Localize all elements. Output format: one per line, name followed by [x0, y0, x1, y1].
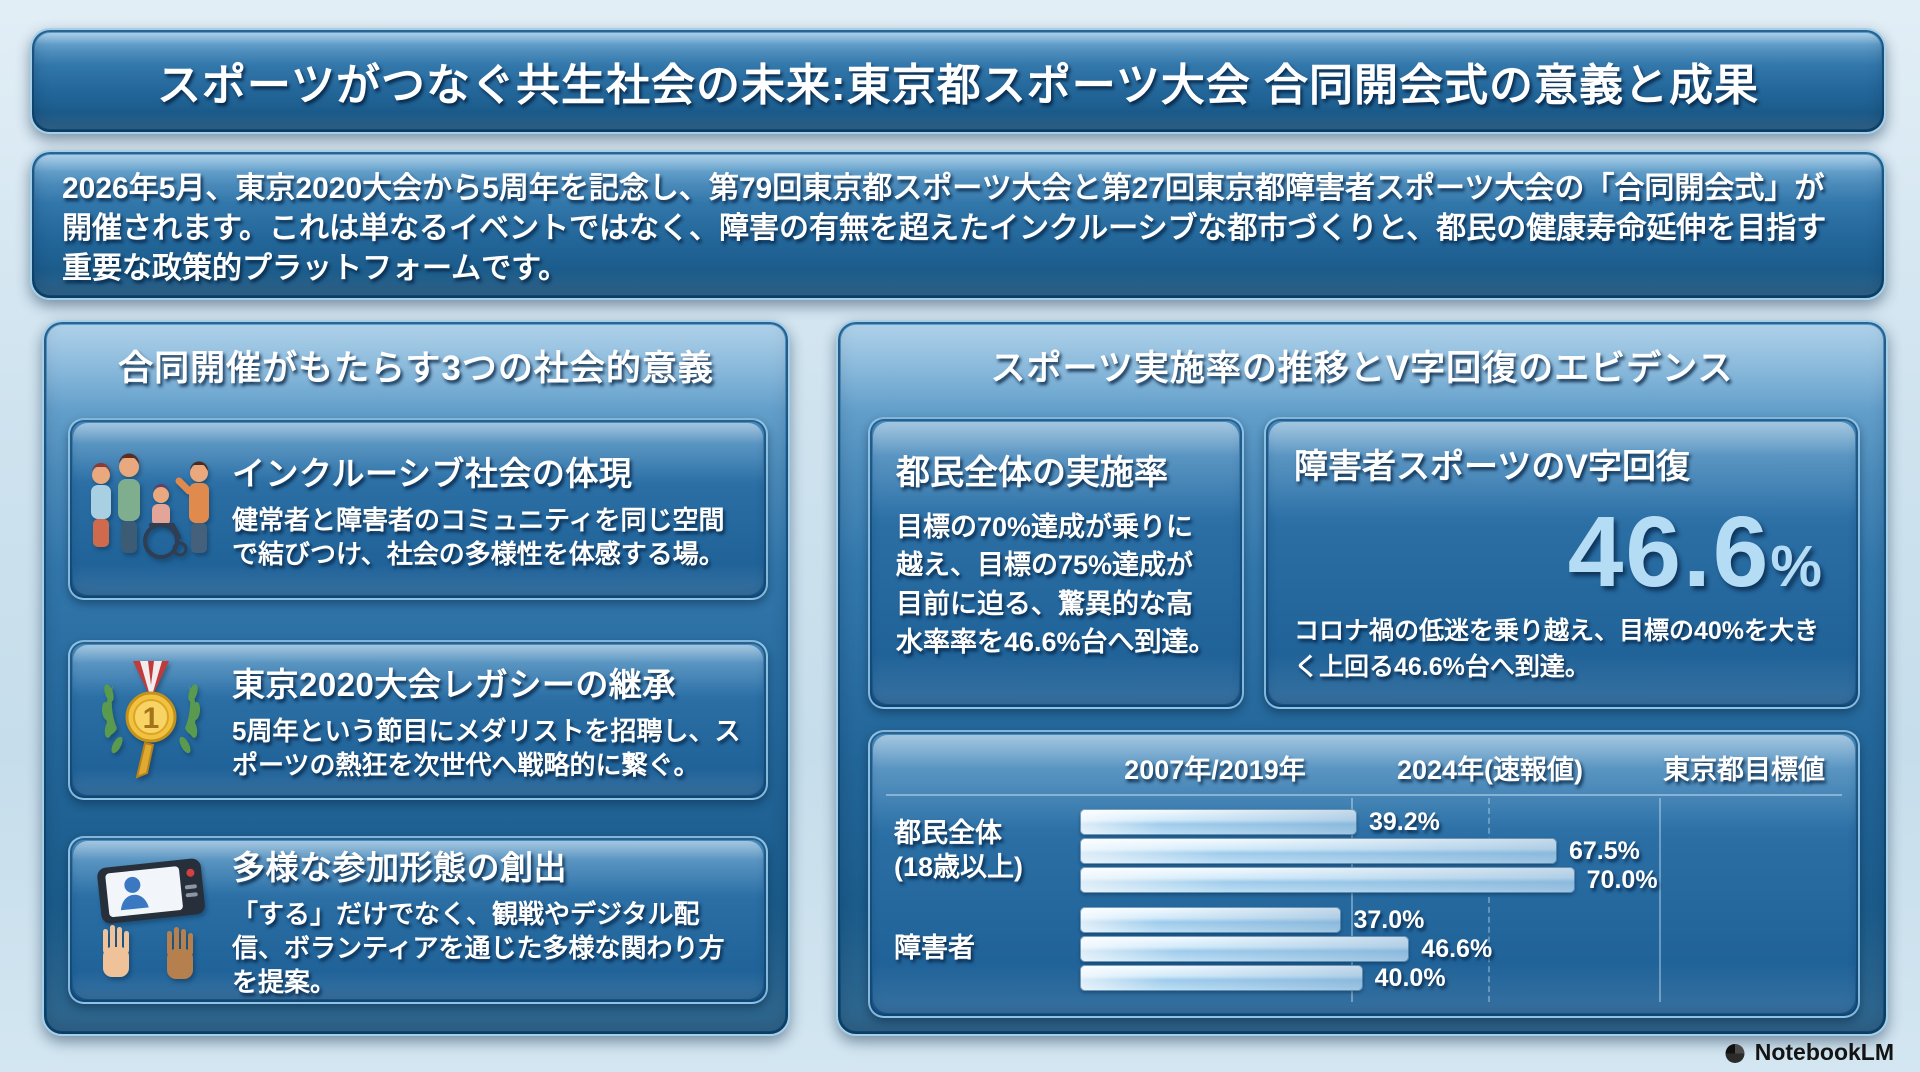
inclusive-people-illustration	[70, 449, 232, 569]
bar-line: 67.5%	[1080, 837, 1640, 865]
chart-row-label: 障害者	[894, 933, 975, 964]
chart-column-headers: 2007年/2019年 2024年(速報値) 東京都目標値	[870, 748, 1858, 787]
chart-vertical-divider-dashed	[1488, 798, 1490, 1002]
medal-icon: 1	[101, 661, 201, 779]
phone-hands-illustration	[70, 855, 232, 985]
stat-card-body: 目標の70%達成が乗りに越え、目標の75%達成が目前に迫る、驚異的な高水率率を4…	[896, 512, 1216, 657]
bar-value-label: 39.2%	[1369, 807, 1440, 836]
card-participation: 多様な参加形態の創出 「する」だけでなく、観戦やデジタル配信、ボランティアを通じ…	[68, 836, 768, 1004]
chart-row-disabled: 障害者 37.0% 46.6% 40.0%	[870, 904, 1858, 994]
bar-line: 37.0%	[1080, 905, 1610, 934]
evidence-panel: スポーツ実施率の推移とV字回復のエビデンス 都民全体の実施率 目標の70%達成が…	[836, 320, 1888, 1036]
chart-header-divider	[886, 794, 1842, 796]
bar-group-disabled: 37.0% 46.6% 40.0%	[1080, 904, 1858, 994]
bar-citizens-target	[1080, 867, 1575, 893]
right-panel-heading: スポーツ実施率の推移とV字回復のエビデンス	[990, 349, 1734, 388]
bar-value-label: 40.0%	[1374, 963, 1446, 992]
bar-line: 40.0%	[1080, 963, 1610, 992]
stat-card-vshape-recovery: 障害者スポーツのV字回復 46.6% コロナ禍の低迷を乗り越え、目標の40%を大…	[1264, 417, 1860, 709]
stat-card-title: 都民全体の実施率	[896, 454, 1168, 492]
medal-laurel-illustration: 1	[70, 655, 232, 785]
chart-body: 都民全体 (18歳以上) 39.2% 67.5% 70.0% 障害者 37.0%…	[870, 806, 1858, 1002]
stat-card-body: コロナ禍の低迷を乗り越え、目標の40%を大きく上回る46.6%台へ到達。	[1294, 617, 1820, 681]
big-value-46-6: 46.6%	[1294, 502, 1824, 602]
chart-column-header-2024: 2024年(速報値)	[1396, 755, 1584, 785]
big-value-number: 46.6	[1567, 496, 1771, 608]
stat-card-citizens-rate: 都民全体の実施率 目標の70%達成が乗りに越え、目標の75%達成が目前に迫る、驚…	[868, 417, 1244, 709]
chart-row-label: 都民全体 (18歳以上)	[894, 818, 1024, 882]
bar-line: 39.2%	[1080, 807, 1610, 836]
left-panel-heading: 合同開催がもたらす3つの社会的意義	[118, 349, 714, 388]
brand-label: NotebookLM	[1754, 1039, 1894, 1065]
card-title: 多様な参加形態の創出	[232, 848, 567, 886]
card-inclusive-society: インクルーシブ社会の体現 健常者と障害者のコミュニティを同じ空間で結びつけ、社会…	[68, 418, 768, 600]
notebooklm-logo-icon	[1723, 1041, 1747, 1065]
bar-value-label: 70.0%	[1586, 865, 1658, 894]
chart-row-label-column-spacer	[870, 748, 1080, 787]
card-text-block: 東京2020大会レガシーの継承 5周年という節目にメダリストを招聘し、スポーツの…	[232, 658, 766, 783]
card-title: インクルーシブ社会の体現	[232, 454, 633, 492]
title-banner: スポーツがつなぐ共生社会の未来:東京都スポーツ大会 合同開会式の意義と成果	[30, 28, 1886, 134]
big-value-unit: %	[1770, 534, 1824, 599]
streaming-phone-icon	[97, 858, 205, 979]
implementation-rate-chart: 2007年/2019年 2024年(速報値) 東京都目標値 都民全体 (18歳以…	[868, 730, 1860, 1018]
bar-disabled-2007	[1080, 907, 1342, 933]
chart-column-header-2007-2019: 2007年/2019年	[1124, 755, 1306, 785]
bar-line: 70.0%	[1080, 866, 1658, 894]
intro-banner: 2026年5月、東京2020大会から5周年を記念し、第79回東京都スポーツ大会と…	[30, 150, 1886, 300]
card-text-block: インクルーシブ社会の体現 健常者と障害者のコミュニティを同じ空間で結びつけ、社会…	[232, 447, 766, 572]
bar-line: 46.6%	[1080, 934, 1610, 963]
bar-citizens-2024	[1080, 838, 1557, 864]
card-body: 健常者と障害者のコミュニティを同じ空間で結びつけ、社会の多様性を体感する場。	[232, 504, 725, 569]
bar-value-label: 67.5%	[1569, 836, 1640, 865]
social-significance-panel: 合同開催がもたらす3つの社会的意義 インクルーシブ社会の体現 健常者と障害者	[42, 320, 790, 1036]
card-body: 「する」だけでなく、観戦やデジタル配信、ボランティアを通じた多様な関わり方を提案…	[232, 898, 725, 998]
bar-citizens-2007	[1080, 809, 1357, 835]
bar-group-citizens: 39.2% 67.5% 70.0%	[1080, 806, 1858, 896]
bar-value-label: 46.6%	[1421, 934, 1493, 963]
chart-column-header-target: 東京都目標値	[1663, 755, 1825, 785]
svg-text:1: 1	[143, 702, 160, 735]
chart-row-citizens: 都民全体 (18歳以上) 39.2% 67.5% 70.0%	[870, 806, 1858, 896]
card-legacy: 1 東京2020大会レガシーの継承 5周年という節目にメダリストを招聘し、スポー…	[68, 640, 768, 800]
page-title: スポーツがつなぐ共生社会の未来:東京都スポーツ大会 合同開会式の意義と成果	[156, 61, 1760, 110]
chart-vertical-divider-2	[1659, 798, 1661, 1002]
stat-card-title: 障害者スポーツのV字回復	[1294, 448, 1690, 486]
bar-disabled-target	[1080, 965, 1363, 991]
card-body: 5周年という節目にメダリストを招聘し、スポーツの熱狂を次世代へ戦略的に繋ぐ。	[232, 715, 741, 780]
people-group-icon	[91, 453, 209, 559]
notebooklm-watermark: NotebookLM	[1723, 1039, 1894, 1066]
intro-paragraph: 2026年5月、東京2020大会から5周年を記念し、第79回東京都スポーツ大会と…	[62, 172, 1827, 285]
chart-vertical-divider-1	[1351, 798, 1353, 1002]
card-text-block: 多様な参加形態の創出 「する」だけでなく、観戦やデジタル配信、ボランティアを通じ…	[232, 841, 766, 1000]
card-title: 東京2020大会レガシーの継承	[232, 665, 676, 703]
bar-value-label: 37.0%	[1353, 905, 1425, 934]
bar-disabled-2024	[1080, 936, 1410, 962]
